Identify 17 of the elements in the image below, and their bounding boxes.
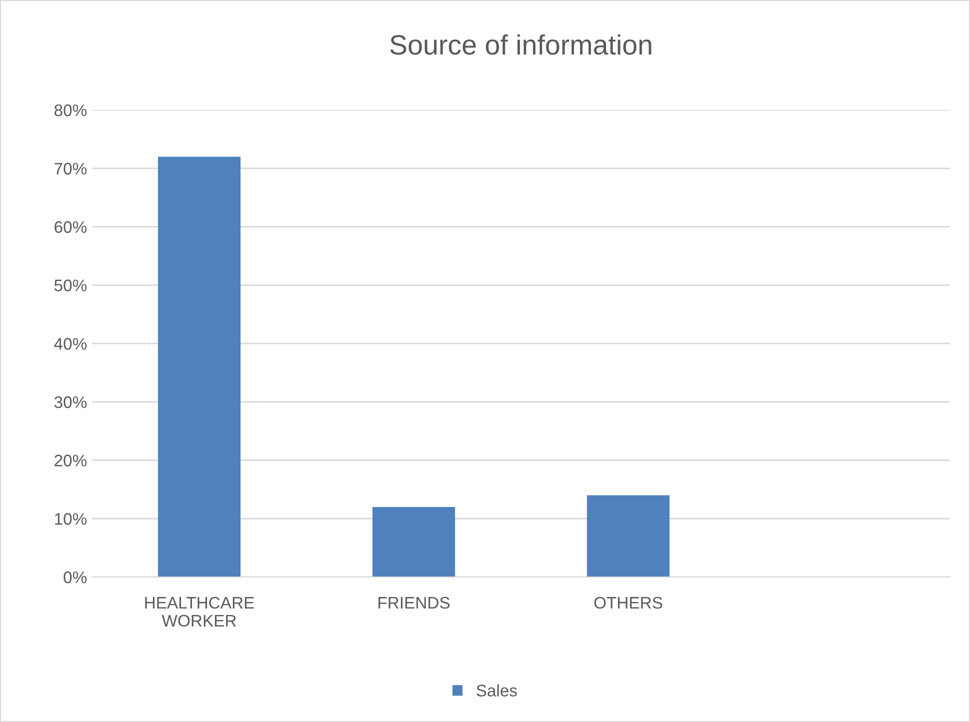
- bar: [158, 156, 241, 577]
- y-tick-label: 60%: [54, 221, 87, 233]
- legend-label: Sales: [476, 684, 517, 696]
- y-tick-label: 0%: [64, 571, 87, 584]
- y-tick-label: 50%: [54, 280, 87, 292]
- y-tick-label: 30%: [54, 396, 87, 408]
- x-tick-label: OTHERS: [594, 596, 662, 609]
- y-tick-label: 70%: [54, 162, 87, 175]
- bar: [586, 495, 670, 577]
- x-tick-label: FRIENDS: [378, 596, 450, 609]
- chart-title: Source of information: [390, 34, 652, 55]
- y-tick-label: 10%: [55, 513, 87, 525]
- y-tick-label: 40%: [54, 338, 87, 350]
- y-tick-label: 80%: [54, 104, 87, 116]
- y-tick-label: 20%: [54, 454, 87, 466]
- bar: [372, 506, 456, 577]
- x-tick-label: HEALTHCARE WORKER: [145, 596, 254, 627]
